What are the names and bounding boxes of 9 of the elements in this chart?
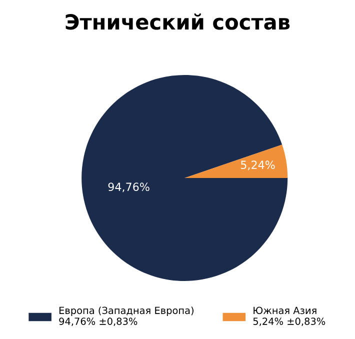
- data-label: 5,24%: [240, 160, 275, 170]
- pie-slice: [184, 144, 288, 178]
- legend-label: Южная Азия: [254, 306, 316, 314]
- chart-title: Этнический состав: [66, 14, 290, 30]
- legend-label: Европа (Западная Европа): [59, 306, 194, 316]
- text: 94,76% ±0,83%: [59, 318, 138, 326]
- text: 5,24% ±0,83%: [253, 318, 326, 326]
- pie-slice: [82, 74, 288, 281]
- data-label: 94,76%: [108, 182, 150, 192]
